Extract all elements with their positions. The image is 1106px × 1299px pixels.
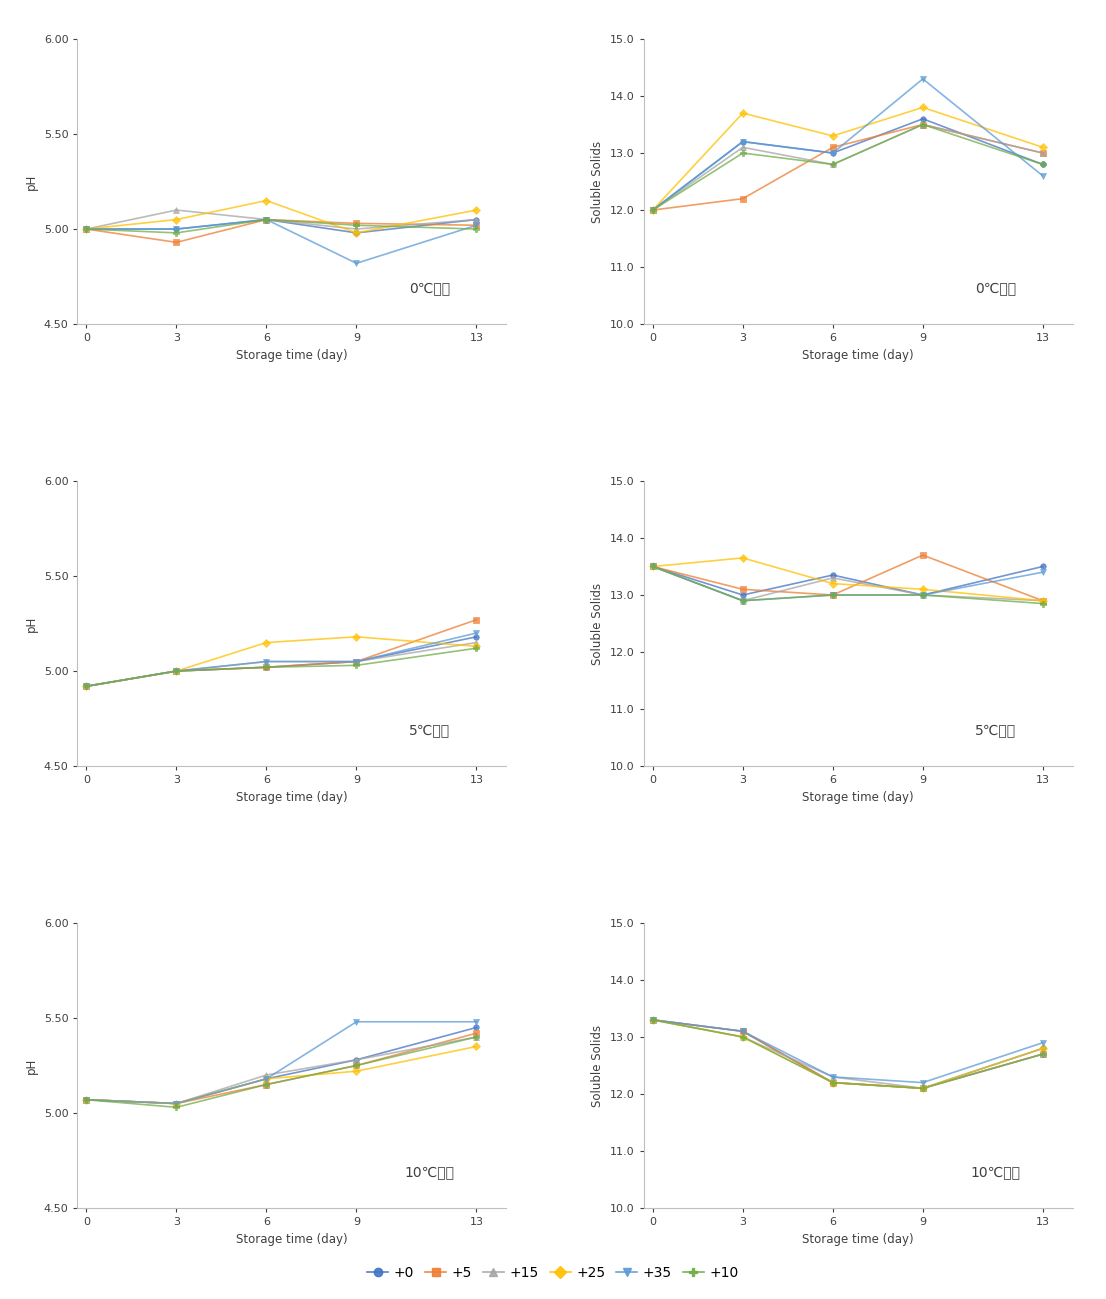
Text: 0℃저장: 0℃저장	[409, 282, 450, 296]
Y-axis label: Soluble Solids: Soluble Solids	[592, 1025, 605, 1107]
Y-axis label: Soluble Solids: Soluble Solids	[592, 140, 605, 222]
X-axis label: Storage time (day): Storage time (day)	[803, 791, 914, 804]
X-axis label: Storage time (day): Storage time (day)	[237, 348, 347, 361]
X-axis label: Storage time (day): Storage time (day)	[237, 1233, 347, 1246]
Y-axis label: Soluble Solids: Soluble Solids	[592, 582, 605, 665]
Text: 10℃저장: 10℃저장	[971, 1165, 1021, 1179]
Y-axis label: pH: pH	[25, 616, 38, 631]
Text: 10℃저장: 10℃저장	[404, 1165, 455, 1179]
Text: 5℃저장: 5℃저장	[975, 724, 1016, 738]
X-axis label: Storage time (day): Storage time (day)	[237, 791, 347, 804]
Y-axis label: pH: pH	[25, 174, 38, 190]
Legend: +0, +5, +15, +25, +35, +10: +0, +5, +15, +25, +35, +10	[362, 1260, 744, 1286]
X-axis label: Storage time (day): Storage time (day)	[803, 1233, 914, 1246]
Y-axis label: pH: pH	[25, 1057, 38, 1073]
X-axis label: Storage time (day): Storage time (day)	[803, 348, 914, 361]
Text: 0℃저장: 0℃저장	[975, 282, 1016, 296]
Text: 5℃저장: 5℃저장	[409, 724, 450, 738]
